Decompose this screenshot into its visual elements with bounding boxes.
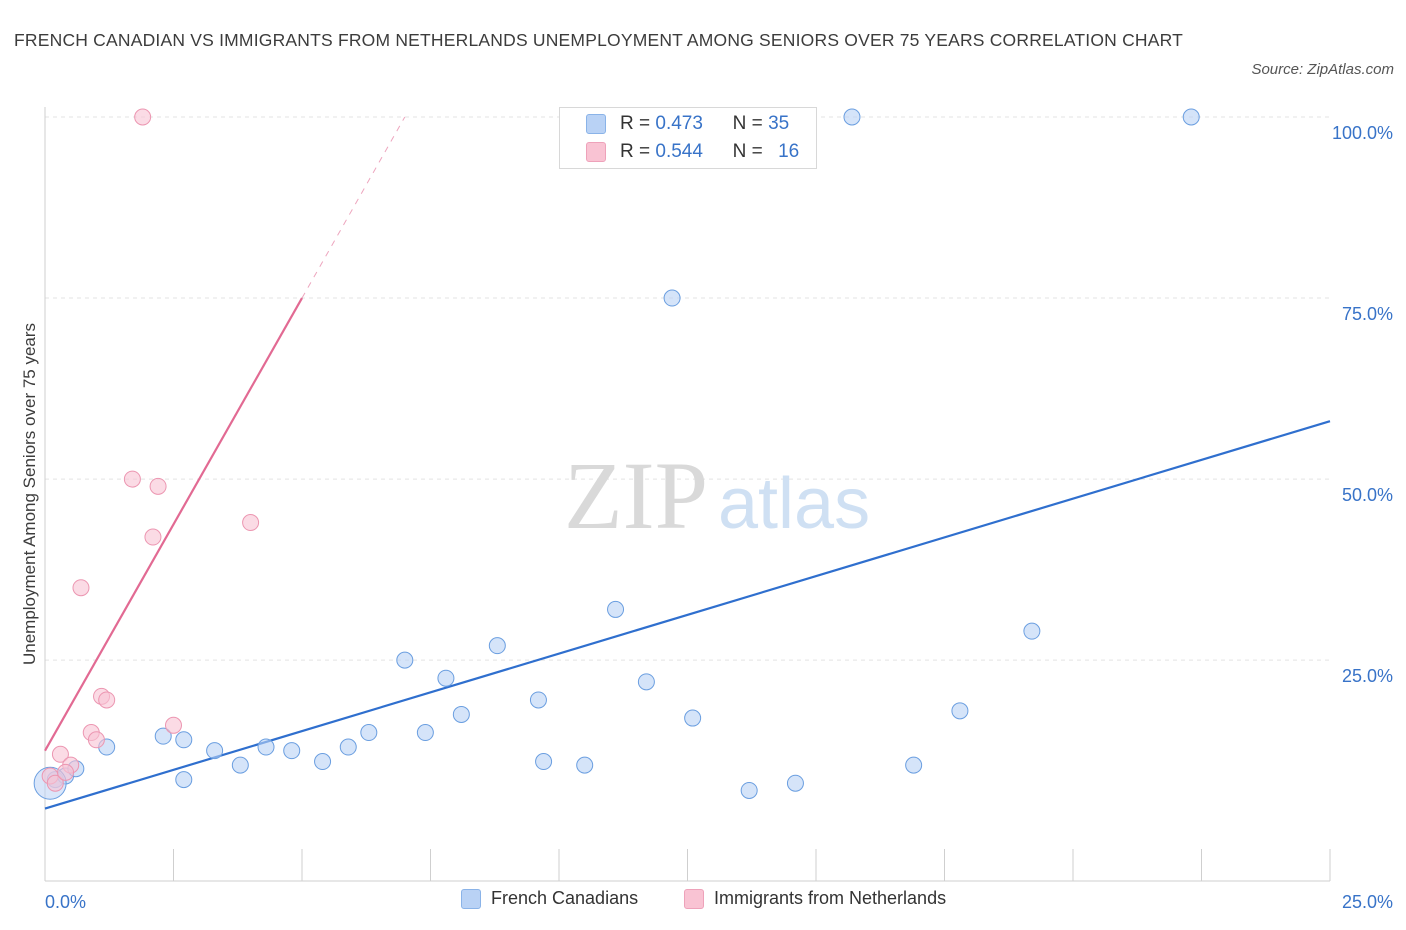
data-point	[231, 756, 249, 774]
data-point	[843, 108, 861, 126]
n-value: 35	[768, 113, 790, 134]
data-points	[33, 108, 1200, 800]
series-legend-label: Immigrants from Netherlands	[714, 888, 947, 908]
trend-line-extension	[301, 116, 406, 299]
n-value: 16	[778, 141, 800, 162]
x-tick-label: 25.0%	[1342, 892, 1393, 912]
watermark-zip: ZIP	[564, 442, 708, 549]
data-point	[488, 637, 506, 655]
legend-swatch-pink	[586, 142, 606, 162]
data-point	[1182, 108, 1200, 126]
legend-swatch-pink	[684, 888, 704, 909]
data-point	[396, 651, 414, 669]
data-point	[175, 771, 193, 789]
n-label: N =	[732, 113, 763, 134]
data-point	[51, 745, 69, 763]
n-label: N =	[732, 141, 763, 162]
data-point	[87, 731, 105, 749]
data-point	[242, 514, 260, 532]
source-label: Source: ZipAtlas.com	[1251, 61, 1394, 78]
data-point	[257, 738, 275, 756]
legend-swatch-blue	[461, 888, 481, 909]
data-point	[1023, 622, 1041, 640]
data-point	[149, 477, 167, 495]
data-point	[98, 691, 116, 709]
grid-lines	[45, 116, 1330, 661]
data-point	[339, 738, 357, 756]
data-point	[360, 724, 378, 742]
data-point	[452, 705, 470, 723]
data-point	[576, 756, 594, 774]
stats-legend: R = 0.473 N = 35 R = 0.544 N = 16	[559, 107, 817, 169]
data-point	[46, 774, 64, 792]
data-point	[437, 669, 455, 687]
series-legend-immigrants-netherlands[interactable]: Immigrants from Netherlands	[684, 888, 946, 909]
data-point	[951, 702, 969, 720]
y-tick-label: 75.0%	[1342, 304, 1393, 324]
data-point	[134, 108, 152, 126]
r-label: R =	[620, 141, 651, 162]
data-point	[165, 716, 182, 734]
data-point	[314, 753, 332, 771]
data-point	[416, 724, 434, 742]
r-label: R =	[620, 113, 651, 134]
trend-line	[44, 297, 303, 752]
y-tick-label: 50.0%	[1342, 485, 1393, 505]
data-point	[72, 579, 90, 597]
y-tick-label: 25.0%	[1342, 666, 1393, 686]
data-point	[684, 709, 702, 727]
series-legend-label: French Canadians	[491, 888, 639, 908]
data-point	[529, 691, 547, 709]
data-point	[206, 742, 224, 760]
data-point	[905, 756, 923, 774]
tick-labels: 100.0% 75.0% 50.0% 25.0% 0.0% 25.0%	[45, 123, 1393, 912]
x-tick-label: 0.0%	[45, 892, 86, 912]
legend-swatch-blue	[586, 114, 606, 134]
axes	[44, 107, 1331, 882]
r-value: 0.544	[655, 141, 703, 162]
data-point	[607, 600, 625, 618]
watermark: ZIP atlas	[564, 442, 870, 549]
data-point	[637, 673, 655, 691]
chart-title: FRENCH CANADIAN VS IMMIGRANTS FROM NETHE…	[14, 30, 1184, 50]
r-value: 0.473	[655, 113, 703, 134]
data-point	[535, 753, 553, 771]
data-point	[663, 289, 681, 307]
legend-row-immigrants-netherlands: R = 0.544 N = 16	[586, 139, 799, 165]
series-legend-french-canadians[interactable]: French Canadians	[461, 888, 638, 909]
data-point	[283, 742, 301, 760]
data-point	[154, 727, 172, 745]
data-point	[740, 781, 758, 799]
data-point	[144, 528, 162, 546]
legend-row-french-canadians: R = 0.473 N = 35	[586, 111, 789, 137]
data-point	[57, 763, 75, 781]
watermark-atlas: atlas	[718, 464, 870, 544]
data-point	[123, 470, 141, 488]
series-legend: French Canadians Immigrants from Netherl…	[0, 888, 1406, 916]
data-point	[786, 774, 804, 792]
y-tick-label: 100.0%	[1332, 123, 1393, 143]
data-point	[175, 731, 193, 749]
